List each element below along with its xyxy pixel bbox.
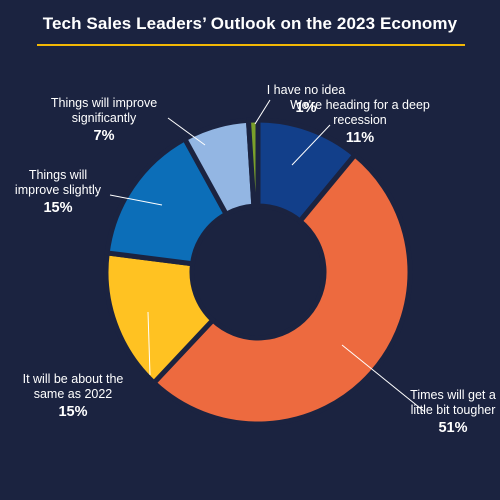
leader-line xyxy=(167,117,206,146)
donut-slice xyxy=(151,152,413,427)
slice-value: 51% xyxy=(438,420,468,436)
label-same-as-2022: It will be about the same as 2022 15% xyxy=(18,372,128,420)
chart-title: Tech Sales Leaders’ Outlook on the 2023 … xyxy=(42,14,458,33)
leader-line xyxy=(109,194,163,206)
slice-value: 15% xyxy=(58,404,88,420)
leader-line xyxy=(341,344,426,413)
label-improve-significantly: Things will improve significantly 7% xyxy=(39,96,169,144)
title-underline xyxy=(37,44,465,46)
slice-value: 15% xyxy=(43,200,73,216)
slice-value: 11% xyxy=(345,130,375,146)
slice-label: Things will improve significantly xyxy=(50,96,158,125)
leader-line xyxy=(291,124,331,166)
label-little-tougher: Times will get a little bit tougher 51% xyxy=(398,388,500,436)
slice-label: Times will get a little bit tougher xyxy=(410,388,496,417)
slice-label: Things will improve slightly xyxy=(14,168,102,197)
donut-slice xyxy=(245,117,261,209)
label-deep-recession: We're heading for a deep recession 11% xyxy=(285,98,435,146)
slice-label: We're heading for a deep recession xyxy=(290,98,430,127)
slice-label: It will be about the same as 2022 xyxy=(22,372,124,401)
slice-label: I have no idea xyxy=(266,83,346,97)
slice-value: 1% xyxy=(295,100,317,116)
slice-value: 7% xyxy=(93,128,115,144)
leader-line xyxy=(254,99,271,125)
label-improve-slightly: Things will improve slightly 15% xyxy=(8,168,108,216)
leader-line xyxy=(147,311,151,376)
label-no-idea: I have no idea 1% xyxy=(246,83,366,116)
